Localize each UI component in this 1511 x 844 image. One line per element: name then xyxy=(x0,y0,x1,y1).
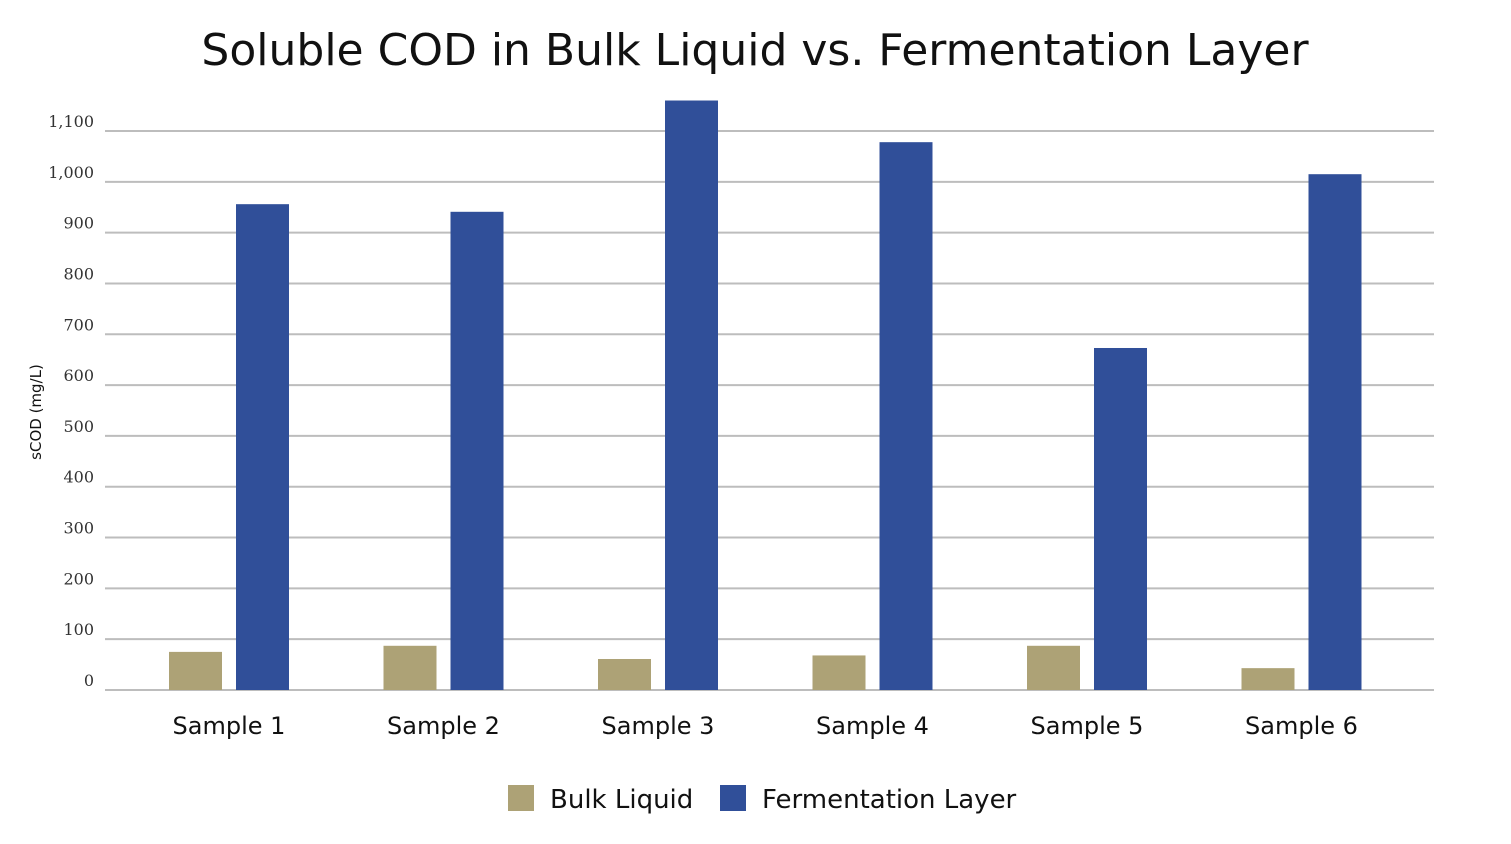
legend-swatch xyxy=(508,785,534,811)
x-tick-label: Sample 4 xyxy=(816,712,929,740)
bar-fermentation-layer xyxy=(1308,174,1362,691)
y-tick-label: 800 xyxy=(63,264,94,283)
legend-label: Bulk Liquid xyxy=(550,785,693,815)
legend: Bulk Liquid Fermentation Layer xyxy=(508,785,1017,815)
bar-fermentation-layer xyxy=(665,100,718,690)
bar-fermentation-layer xyxy=(236,204,289,691)
x-tick-label: Sample 2 xyxy=(387,712,500,740)
bar-fermentation-layer xyxy=(879,142,933,690)
x-tick-label: Sample 6 xyxy=(1245,712,1358,740)
y-tick-label: 600 xyxy=(63,366,94,385)
bar-bulk-liquid xyxy=(598,659,651,690)
y-tick-label: 400 xyxy=(63,468,94,487)
legend-label: Fermentation Layer xyxy=(762,785,1017,815)
y-tick-label: 700 xyxy=(63,315,94,334)
bars xyxy=(169,100,1362,691)
y-tick-label: 300 xyxy=(63,519,94,538)
y-tick-label: 1,000 xyxy=(48,163,94,182)
y-tick-label: 1,100 xyxy=(48,112,94,131)
y-tick-label: 500 xyxy=(63,417,94,436)
x-tick-label: Sample 3 xyxy=(602,712,715,740)
bar-bulk-liquid xyxy=(383,645,437,690)
chart-title: Soluble COD in Bulk Liquid vs. Fermentat… xyxy=(201,25,1309,76)
x-axis-ticks: Sample 1 Sample 2 Sample 3 Sample 4 Sample 5… xyxy=(173,712,1358,740)
y-tick-label: 900 xyxy=(63,214,94,233)
x-tick-label: Sample 5 xyxy=(1031,712,1144,740)
bar-bulk-liquid xyxy=(169,651,222,690)
y-tick-label: 200 xyxy=(63,569,94,588)
y-tick-label: 100 xyxy=(63,620,94,639)
bar-bulk-liquid xyxy=(812,655,866,690)
bar-bulk-liquid xyxy=(1027,645,1080,690)
bar-fermentation-layer xyxy=(1094,347,1147,690)
bar-fermentation-layer xyxy=(450,211,504,690)
x-tick-label: Sample 1 xyxy=(173,712,286,740)
bar-bulk-liquid xyxy=(1241,668,1295,690)
y-axis-label: sCOD (mg/L) xyxy=(27,364,45,460)
y-axis-ticks: 0 100 200 300 400 500 600 700 800 900 1,000 1,100 xyxy=(48,112,94,690)
legend-swatch xyxy=(720,785,746,811)
y-tick-label: 0 xyxy=(84,671,94,690)
gridlines xyxy=(105,130,1434,691)
